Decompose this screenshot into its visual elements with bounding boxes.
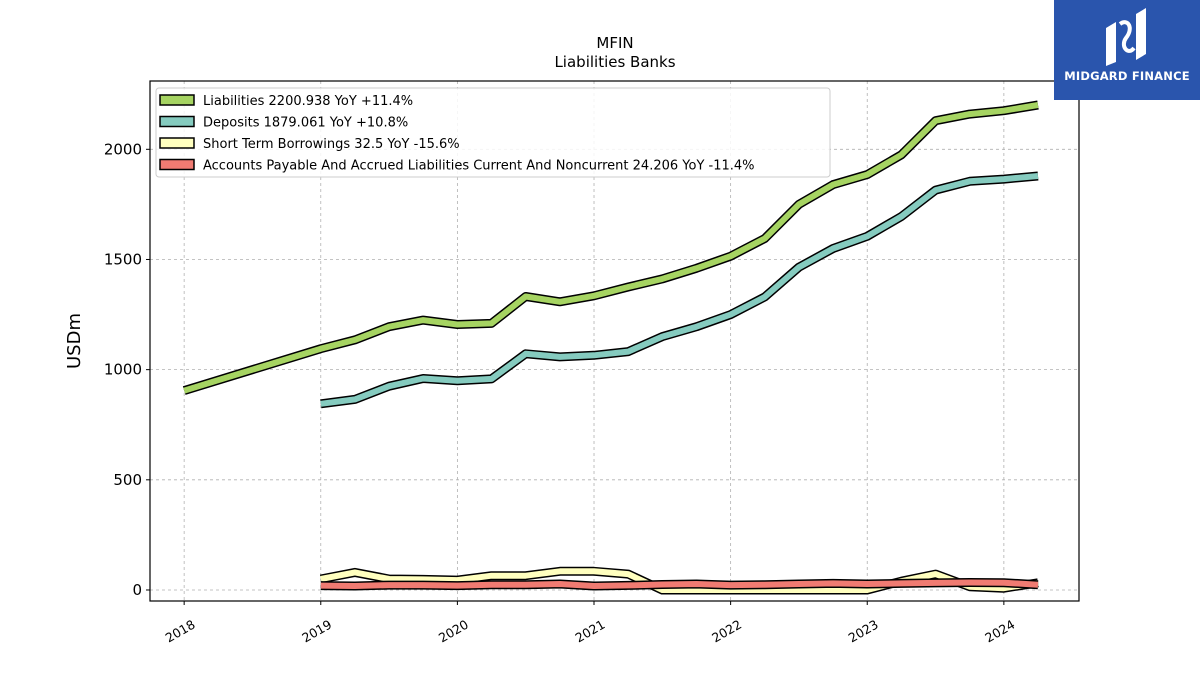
series-2 [319,566,1039,595]
series-line [183,102,1039,394]
x-tick-label: 2019 [299,617,334,646]
series-line [320,568,1039,593]
plot-frame [149,80,1080,602]
series-line [320,173,1039,407]
y-tick-label: 1000 [104,361,142,379]
legend-entry: Accounts Payable And Accrued Liabilities… [203,159,755,174]
legend-entry: Deposits 1879.061 YoY +10.8% [203,116,408,131]
y-tick-label: 500 [113,471,142,489]
chart-subtitle: Liabilities Banks [554,53,675,71]
logo-mark-icon [1106,8,1146,66]
series-0 [182,100,1039,395]
y-tick-label: 2000 [104,140,142,158]
legend-entry: Liabilities 2200.938 YoY +11.4% [203,94,413,109]
x-tick-label: 2023 [846,617,881,646]
y-tick-label: 1500 [104,250,142,268]
series-line [320,579,1039,589]
legend-swatch [159,115,195,128]
legend-swatch [159,94,195,106]
series-lines [182,100,1039,595]
legend-frame [155,87,831,178]
x-tick-label: 2018 [163,617,198,646]
x-tick-label: 2020 [436,617,471,646]
logo-text: MIDGARD FINANCE [1064,69,1190,83]
brand-logo: MIDGARD FINANCE [1054,0,1200,100]
legend-swatch [159,158,195,171]
series-1 [320,171,1039,409]
legend: Liabilities 2200.938 YoY +11.4% Deposits … [155,87,831,178]
y-tick-label: 0 [132,581,142,599]
series-3 [320,578,1039,591]
y-axis-label: USDm [64,313,85,369]
chart-title: MFIN [596,34,633,52]
x-tick-label: 2021 [572,617,607,646]
x-tick-label: 2022 [709,617,744,646]
legend-swatch [159,137,195,149]
x-tick-label: 2024 [982,617,1017,646]
legend-entry: Short Term Borrowings 32.5 YoY -15.6% [203,137,460,152]
